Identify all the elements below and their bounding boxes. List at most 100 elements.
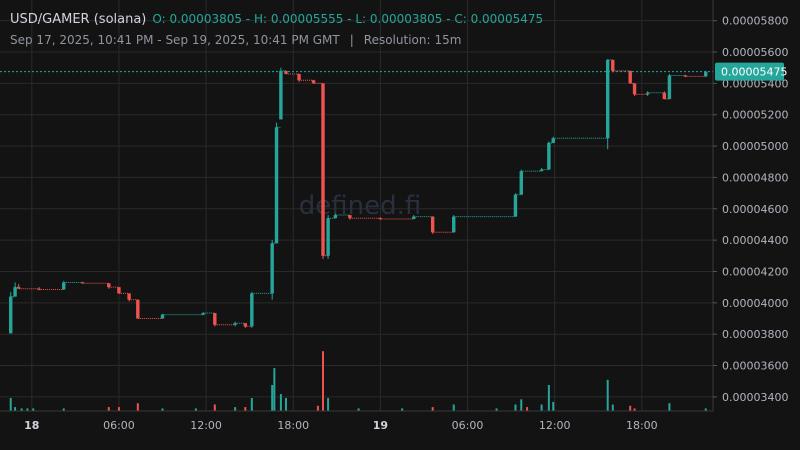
- price-tick-label: 0.00005400: [722, 77, 788, 90]
- time-tick-label: 18:00: [626, 419, 658, 432]
- volume-bar: [633, 408, 636, 411]
- candle-up: [13, 282, 17, 297]
- volume-bar: [26, 408, 29, 411]
- volume-bar: [495, 408, 498, 411]
- volume-bar: [629, 405, 632, 411]
- candle-body: [62, 282, 66, 290]
- volume-bar: [520, 399, 523, 411]
- candle-body: [513, 194, 518, 217]
- candle-body: [547, 142, 551, 170]
- candle-body: [704, 71, 708, 77]
- candle-body: [201, 313, 205, 315]
- candle-up: [274, 122, 279, 244]
- header-line-1: USD/GAMER (solana) O: 0.00003805 - H: 0.0…: [10, 10, 543, 29]
- resolution-label: Resolution:: [363, 33, 431, 47]
- candle-up: [9, 291, 13, 334]
- price-tick-label: 0.00005600: [722, 46, 788, 59]
- candle-body: [645, 92, 650, 95]
- candle-up: [452, 215, 456, 233]
- candle-down: [17, 284, 21, 289]
- time-tick-label: 06:00: [452, 419, 484, 432]
- candle-body: [539, 169, 544, 172]
- candle-up: [333, 213, 338, 219]
- volume-bar: [107, 407, 110, 411]
- candle-body: [233, 323, 237, 325]
- candle-body: [333, 215, 338, 219]
- symbol-label[interactable]: USD/GAMER (solana): [10, 12, 147, 27]
- candle-body: [326, 218, 330, 256]
- last-price-tag: 0.00005475: [715, 62, 787, 81]
- candle-body: [632, 83, 637, 95]
- volume-bar: [316, 405, 319, 411]
- last-price-tag-label: 0.00005475: [721, 66, 787, 79]
- candle-down: [628, 70, 632, 84]
- candle-body: [13, 287, 17, 297]
- volume-bar: [250, 398, 253, 411]
- volume-bar: [547, 385, 550, 411]
- candle-body: [17, 287, 21, 289]
- candle-body: [611, 59, 615, 71]
- volume-bar: [136, 403, 139, 411]
- volume-bar: [540, 404, 543, 411]
- price-axis[interactable]: 0.00005800 0.00005600 0.00005400 0.00005200…: [713, 15, 788, 404]
- candle-body: [430, 216, 435, 233]
- date-range-label: Sep 17, 2025, 10:41 PM - Sep 19, 2025, 1…: [10, 33, 340, 47]
- candle-down: [632, 83, 637, 96]
- time-tick-label: 06:00: [103, 419, 135, 432]
- ohlc-readout: O: 0.00003805 - H: 0.00005555 - L: 0.000…: [152, 12, 544, 26]
- candle-body: [605, 59, 610, 139]
- candle-body: [160, 314, 165, 319]
- volume-bar: [32, 408, 35, 411]
- time-tick-label: 12:00: [190, 419, 222, 432]
- candle-down: [348, 215, 352, 220]
- candle-down: [107, 283, 111, 289]
- volume-bar: [20, 408, 23, 411]
- time-axis[interactable]: 18 06:00 12:00 18:00 19 06:00 12:00 18:00: [24, 419, 658, 432]
- volume-bar: [194, 408, 197, 411]
- last-price-tag-bg: [715, 62, 784, 81]
- candle-up: [233, 321, 237, 327]
- volume-bar: [117, 407, 120, 411]
- price-tick-label: 0.00005800: [722, 15, 788, 28]
- resolution-value[interactable]: 15m: [434, 33, 462, 47]
- candle-up: [667, 73, 672, 100]
- candle-down: [243, 323, 248, 328]
- volume-bar: [526, 407, 529, 411]
- header-line-2: Sep 17, 2025, 10:41 PM - Sep 19, 2025, 1…: [10, 32, 543, 48]
- candle-body: [270, 243, 274, 294]
- price-tick-label: 0.00003800: [722, 328, 788, 341]
- header-separator: |: [349, 33, 354, 47]
- candle-body: [274, 127, 279, 244]
- candle-up: [645, 91, 650, 96]
- volume-bars: [9, 351, 707, 411]
- candle-down: [311, 80, 316, 84]
- volume-bar: [9, 398, 12, 411]
- volume-bar: [14, 407, 17, 411]
- volume-bar: [322, 351, 325, 411]
- candle-body: [667, 75, 672, 100]
- candle-up: [605, 59, 610, 150]
- volume-bar: [213, 404, 216, 411]
- candle-body: [250, 293, 254, 327]
- candle-body: [628, 70, 632, 84]
- candle-down: [136, 299, 140, 319]
- volume-bar: [62, 408, 65, 411]
- chart-header: USD/GAMER (solana) O: 0.00003805 - H: 0.0…: [10, 10, 543, 48]
- candle-body: [213, 313, 217, 325]
- grid: [0, 0, 713, 411]
- candle-body: [9, 296, 13, 334]
- volume-bar: [552, 401, 555, 411]
- time-tick-label: 19: [373, 419, 388, 432]
- candle-up: [270, 240, 274, 300]
- candle-body: [136, 299, 140, 319]
- candle-body: [311, 80, 316, 84]
- candle-body: [519, 171, 523, 195]
- price-tick-label: 0.00003600: [722, 360, 788, 373]
- candle-down: [117, 287, 121, 294]
- price-tick-label: 0.00003400: [722, 391, 788, 404]
- volume-bar: [327, 398, 330, 411]
- volume-bar: [606, 379, 609, 411]
- candle-body: [321, 83, 325, 256]
- candle-body: [243, 323, 248, 327]
